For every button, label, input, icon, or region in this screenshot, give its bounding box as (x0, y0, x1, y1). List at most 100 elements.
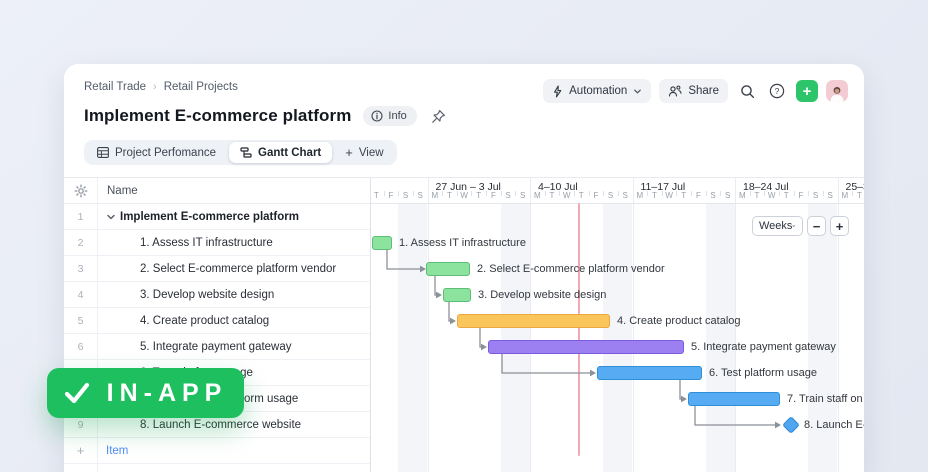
week-label: 4–10 Jul (538, 181, 578, 193)
day-letter: W (460, 191, 468, 200)
day-letter: S (519, 191, 526, 200)
zoom-in-button[interactable]: + (830, 216, 849, 236)
weekend-shading (705, 203, 735, 472)
day-tick (705, 191, 707, 196)
day-letter: F (593, 191, 599, 200)
gantt-zoom-controls: Weeks − + (752, 216, 849, 236)
task-name: 4. Create product catalog (140, 314, 270, 327)
chevron-down-icon (792, 225, 796, 227)
plus-icon: + (345, 145, 353, 160)
day-tick (778, 191, 780, 196)
day-tick (720, 191, 722, 196)
chevron-down-icon (634, 89, 642, 93)
day-letter: T (373, 191, 379, 200)
day-tick (456, 191, 458, 196)
milestone-diamond[interactable] (783, 417, 799, 433)
share-label: Share (688, 85, 719, 97)
day-tick (749, 191, 751, 196)
table-row[interactable]: 2 1. Assess IT infrastructure (64, 230, 370, 256)
week-label: 18–24 Jul (743, 181, 789, 193)
gantt-bar-label: 8. Launch E-commerce website (804, 419, 864, 431)
day-letter: T (754, 191, 760, 200)
day-letter: W (562, 191, 571, 200)
day-tick (588, 191, 590, 196)
breadcrumb-workspace[interactable]: Retail Trade (84, 81, 147, 93)
day-letter: T (857, 191, 862, 200)
task-name: 2. Select E-commerce platform vendor (140, 262, 337, 275)
gantt-bar[interactable] (426, 262, 470, 276)
table-row[interactable]: 6 5. Integrate payment gateway (64, 334, 370, 360)
day-tick (617, 191, 619, 196)
week-gridline (837, 178, 839, 472)
lightning-icon (554, 84, 562, 98)
day-tick (500, 191, 502, 196)
help-icon: ? (769, 83, 785, 99)
tab-project-performance[interactable]: Project Perfomance (86, 142, 227, 163)
week-label: 11–17 Jul (640, 181, 686, 193)
timescale-value: Weeks (759, 220, 793, 232)
minus-icon: − (812, 218, 821, 234)
table-row[interactable]: 3 2. Select E-commerce platform vendor (64, 256, 370, 282)
gantt-bar[interactable] (597, 366, 702, 380)
task-name: 3. Develop website design (140, 288, 275, 301)
table-row[interactable]: 1 Implement E-commerce platform (64, 204, 370, 230)
row-number: 6 (77, 340, 84, 353)
automation-button[interactable]: Automation (543, 79, 652, 103)
row-number: 5 (77, 314, 84, 327)
search-icon (740, 84, 754, 98)
row-number: 4 (77, 288, 84, 301)
gantt-bar[interactable] (457, 314, 610, 328)
gantt-icon (240, 147, 252, 158)
timescale-select[interactable]: Weeks (752, 216, 803, 236)
plus-icon: + (835, 218, 844, 234)
info-button[interactable]: Info (363, 106, 417, 126)
day-letter: M (841, 191, 849, 200)
zoom-out-button[interactable]: − (807, 216, 826, 236)
table-row[interactable]: 5 4. Create product catalog (64, 308, 370, 334)
day-tick (793, 191, 795, 196)
task-name: 1. Assess IT infrastructure (140, 236, 273, 249)
weekend-shading (603, 203, 633, 472)
week-gridline (632, 178, 634, 472)
people-icon (669, 85, 682, 97)
add-button[interactable]: + (796, 80, 818, 102)
row-number: 2 (77, 236, 84, 249)
plus-icon: + (76, 443, 85, 458)
table-icon (97, 147, 109, 158)
breadcrumb: Retail Trade › Retail Projects (84, 81, 238, 93)
gantt-bar-label: 2. Select E-commerce platform vendor (477, 263, 665, 275)
breadcrumb-project[interactable]: Retail Projects (163, 81, 238, 93)
search-button[interactable] (736, 80, 758, 102)
table-row[interactable]: 9 8. Launch E-commerce website (64, 412, 370, 438)
day-tick (852, 191, 854, 196)
gear-icon (74, 184, 87, 197)
day-letter: T (783, 191, 789, 200)
day-letter: S (607, 191, 614, 200)
user-avatar[interactable] (826, 80, 848, 102)
pin-icon (432, 109, 446, 123)
add-item-row[interactable]: + Item (64, 438, 370, 464)
tab-add-view[interactable]: + View (334, 142, 394, 163)
task-name: 8. Launch E-commerce website (140, 418, 302, 431)
gantt-bar[interactable] (488, 340, 684, 354)
day-letter: S (827, 191, 833, 200)
day-tick (691, 191, 693, 196)
day-letter: S (402, 191, 409, 200)
help-button[interactable]: ? (766, 80, 788, 102)
tab-gantt-chart[interactable]: Gantt Chart (229, 142, 333, 163)
day-tick (573, 191, 575, 196)
pin-button[interactable] (429, 106, 449, 126)
weekend-shading (500, 203, 530, 472)
day-letter: S (622, 191, 628, 200)
table-row[interactable]: 4 3. Develop website design (64, 282, 370, 308)
day-tick (676, 191, 678, 196)
share-button[interactable]: Share (659, 79, 728, 103)
automation-label: Automation (569, 85, 628, 97)
gantt-bar[interactable] (372, 236, 392, 250)
day-letter: S (505, 191, 511, 200)
gantt-bar[interactable] (443, 288, 471, 302)
task-name: 5. Integrate payment gateway (140, 340, 292, 353)
content-body: Name 1 Implement E-commerce platform 2 1. A… (64, 178, 864, 472)
settings-button[interactable] (64, 184, 97, 198)
gantt-bar[interactable] (688, 392, 780, 406)
